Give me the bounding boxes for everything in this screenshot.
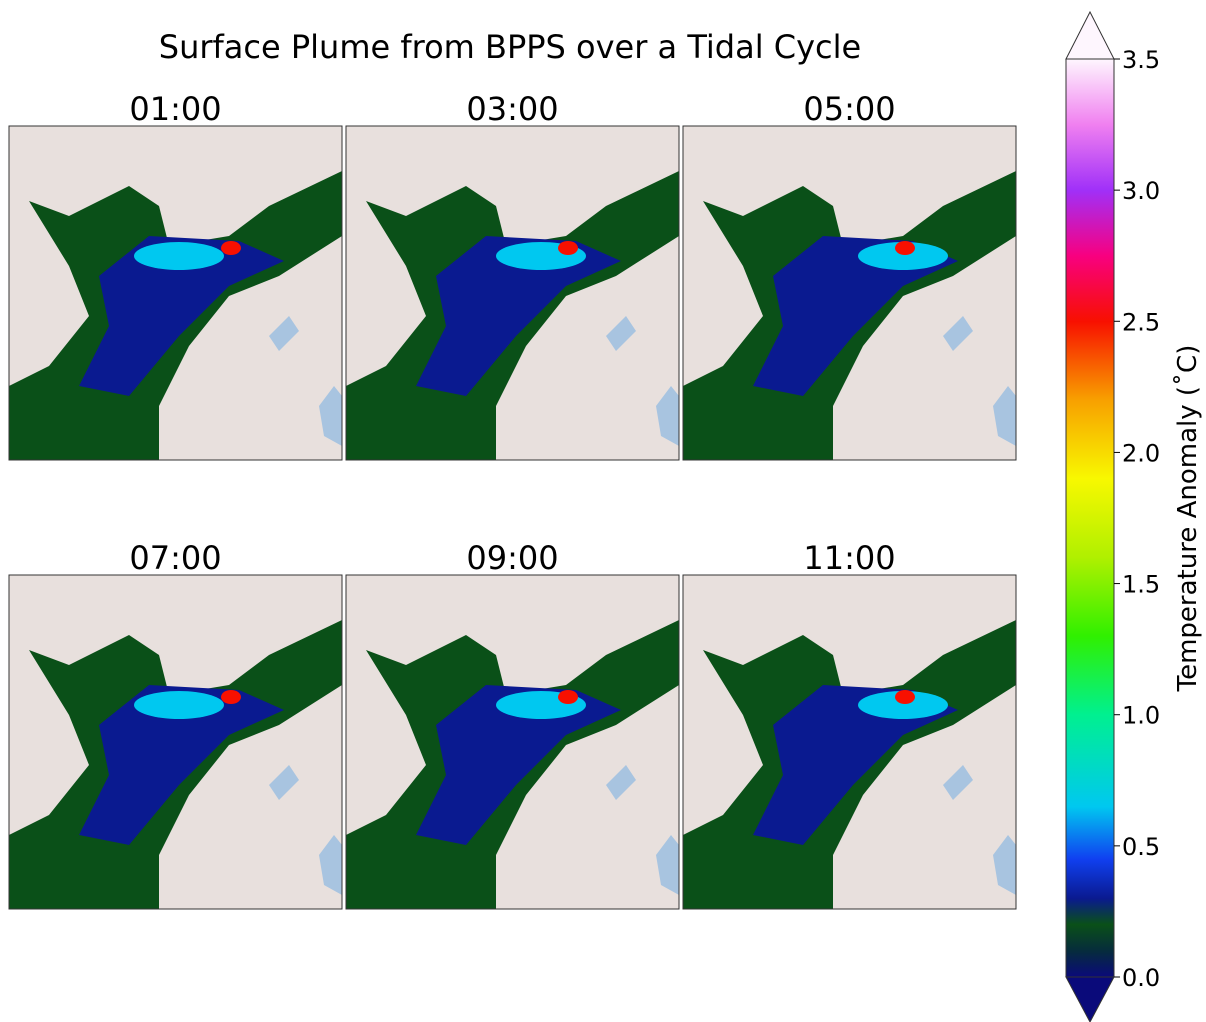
- panel-title: 03:00: [466, 90, 558, 128]
- panel-title: 01:00: [129, 90, 221, 128]
- plume-core: [134, 242, 224, 270]
- lake: [606, 316, 679, 446]
- plume-hot: [558, 690, 578, 704]
- plume-outer: [79, 685, 284, 845]
- panel-frame: [345, 125, 680, 461]
- colorbar-tick-label: 0.0: [1122, 964, 1160, 992]
- colorbar-tick-label: 3.0: [1122, 177, 1160, 205]
- panel-frame: [682, 125, 1017, 461]
- plume-hot: [221, 241, 241, 255]
- plume-outer: [416, 236, 621, 396]
- colorbar-tick-label: 0.5: [1122, 833, 1160, 861]
- lake: [943, 316, 1016, 446]
- colorbar-tick-label: 1.5: [1122, 571, 1160, 599]
- plume-hot: [221, 690, 241, 704]
- panel-frame: [8, 125, 343, 461]
- panel-title: 05:00: [803, 90, 895, 128]
- panels: 01:00 03:00 05:00 07:00 09:00 11:00: [8, 90, 1017, 910]
- plume-core: [858, 242, 948, 270]
- panel-title: 07:00: [129, 539, 221, 577]
- lake: [269, 765, 342, 895]
- panel-frame: [682, 574, 1017, 910]
- panel-title: 09:00: [466, 539, 558, 577]
- lake: [269, 316, 342, 446]
- plume-core: [134, 691, 224, 719]
- map-panel: [8, 574, 343, 910]
- panel-frame: [345, 574, 680, 910]
- colorbar: Temperature Anomaly (˚C) 0.0 0.5 1.0 1.5 2.0…: [1065, 10, 1203, 1022]
- colorbar-extend-min: [1065, 976, 1115, 1022]
- lake: [943, 765, 1016, 895]
- figure-title: Surface Plume from BPPS over a Tidal Cyc…: [159, 28, 861, 66]
- colorbar-body: [1065, 58, 1115, 978]
- map-panel: [682, 574, 1017, 910]
- map-panel: [345, 574, 680, 910]
- colorbar-tick-label: 1.0: [1122, 702, 1160, 730]
- plume-hot: [895, 241, 915, 255]
- plume-outer: [79, 236, 284, 396]
- panel-frame: [8, 574, 343, 910]
- colorbar-tick-label: 2.5: [1122, 308, 1160, 336]
- plume-outer: [753, 685, 958, 845]
- plume-outer: [753, 236, 958, 396]
- colorbar-label: Temperature Anomaly (˚C): [1173, 345, 1203, 693]
- colorbar-tick-label: 3.5: [1122, 46, 1160, 74]
- plume-outer: [416, 685, 621, 845]
- colorbar-extend-max: [1065, 10, 1115, 60]
- lake: [606, 765, 679, 895]
- map-panel: [345, 125, 680, 461]
- map-panel: [682, 125, 1017, 461]
- plume-hot: [558, 241, 578, 255]
- plume-core: [858, 691, 948, 719]
- panel-title: 11:00: [803, 539, 895, 577]
- plume-hot: [895, 690, 915, 704]
- map-panel: [8, 125, 343, 461]
- colorbar-tick-label: 2.0: [1122, 439, 1160, 467]
